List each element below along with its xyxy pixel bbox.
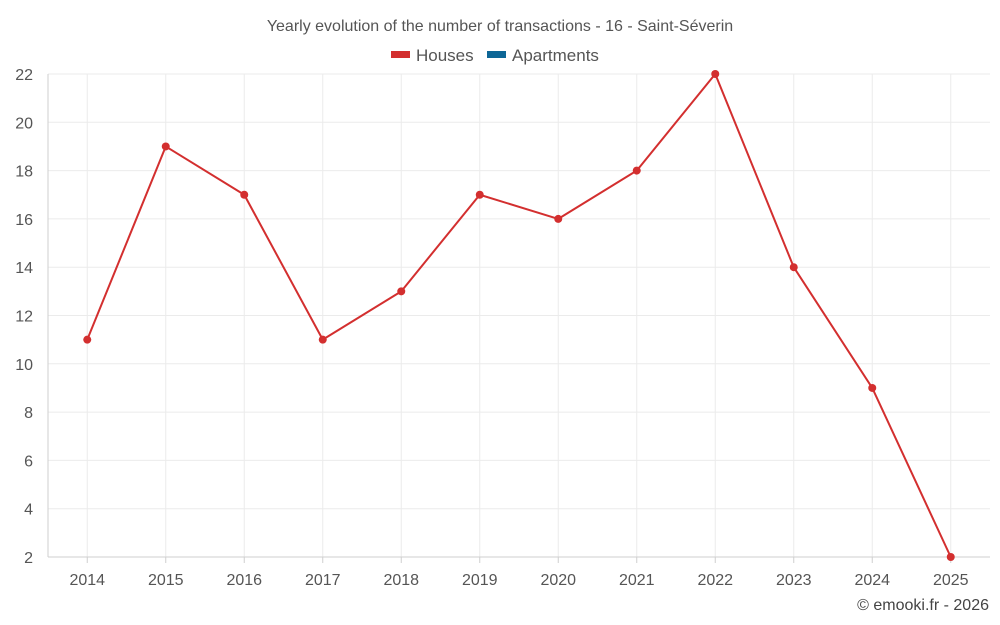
data-point-houses-2016[interactable]: [240, 190, 249, 199]
data-point-houses-2025[interactable]: [946, 553, 955, 561]
legend-swatch-houses[interactable]: [391, 51, 410, 58]
x-tick-label: 2018: [383, 572, 419, 589]
data-point-houses-2022[interactable]: [711, 70, 720, 78]
y-tick-label: 6: [24, 453, 33, 470]
data-point-houses-2017[interactable]: [318, 335, 327, 344]
data-point-houses-2021[interactable]: [632, 166, 641, 175]
chart-title: Yearly evolution of the number of transa…: [267, 18, 733, 35]
y-tick-label: 2: [24, 550, 33, 567]
data-point-houses-2018[interactable]: [397, 287, 406, 296]
y-tick-label: 16: [15, 212, 33, 229]
legend-label-houses[interactable]: Houses: [416, 46, 474, 65]
legend: Houses Apartments: [391, 46, 599, 65]
y-tick-label: 22: [15, 67, 33, 84]
data-point-houses-2024[interactable]: [868, 383, 877, 392]
series-line-houses: [86, 73, 952, 558]
y-tick-label: 10: [15, 357, 33, 374]
x-tick-label: 2023: [776, 572, 812, 589]
data-point-houses-2020[interactable]: [554, 214, 563, 223]
y-tick-label: 12: [15, 309, 33, 326]
x-tick-label: 2017: [305, 572, 341, 589]
y-axis-ticks: 2 4 6 8 10 12 14 16 18 20 22: [15, 67, 33, 567]
axes: [47, 74, 990, 558]
y-tick-label: 18: [15, 164, 33, 181]
data-point-houses-2019[interactable]: [475, 190, 484, 199]
x-tick-label: 2025: [933, 572, 969, 589]
legend-swatch-apartments[interactable]: [487, 51, 506, 58]
data-point-houses-2023[interactable]: [789, 263, 798, 272]
x-tick-label: 2021: [619, 572, 655, 589]
y-tick-label: 20: [15, 115, 33, 132]
data-point-houses-2014[interactable]: [83, 335, 92, 344]
x-tick-label: 2024: [854, 572, 890, 589]
x-tick-label: 2014: [69, 572, 105, 589]
y-tick-label: 8: [24, 405, 33, 422]
y-tick-label: 4: [24, 502, 33, 519]
x-axis-ticks: 2014 2015 2016 2017 2018 2019 2020 2021 2022 2023…: [69, 557, 969, 589]
x-tick-label: 2020: [540, 572, 576, 589]
x-tick-label: 2015: [148, 572, 184, 589]
y-tick-label: 14: [15, 260, 33, 277]
x-tick-label: 2016: [226, 572, 262, 589]
legend-label-apartments[interactable]: Apartments: [512, 46, 599, 65]
x-tick-label: 2019: [462, 572, 498, 589]
x-tick-label: 2022: [697, 572, 733, 589]
grid: [48, 73, 990, 557]
credit-text: © emooki.fr - 2026: [857, 597, 989, 614]
data-point-houses-2015[interactable]: [161, 142, 170, 151]
plot-area: [83, 70, 955, 561]
